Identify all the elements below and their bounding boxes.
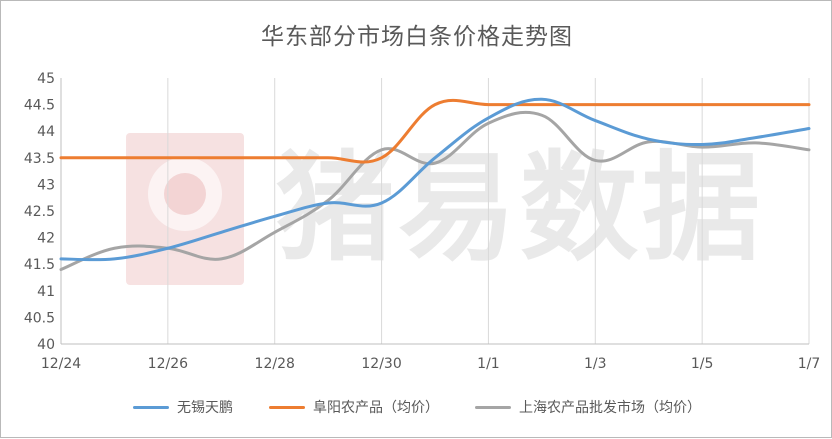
legend-swatch [133, 405, 169, 409]
y-tick-label: 43.5 [24, 151, 55, 167]
x-tick-label: 1/5 [691, 356, 714, 372]
legend-label: 无锡天鹏 [177, 400, 233, 416]
legend-swatch [269, 405, 305, 409]
series-lines [59, 97, 811, 272]
y-tick-label: 40.5 [24, 310, 55, 326]
chart-title: 华东部分市场白条价格走势图 [261, 24, 573, 50]
chart-legend: 无锡天鹏 阜阳农产品（均价） 上海农产品批发市场（均价） [1, 397, 832, 417]
y-tick-label: 42 [37, 231, 55, 247]
x-tick-label: 12/26 [148, 356, 188, 372]
y-tick-label: 42.5 [24, 204, 55, 220]
x-axis-ticks: 12/24 12/26 12/28 12/30 1/1 1/3 1/5 1/7 [41, 356, 820, 372]
legend-item-3: 上海农产品批发市场（均价） [475, 397, 701, 417]
x-tick-label: 12/24 [41, 356, 81, 372]
legend-label: 阜阳农产品（均价） [313, 400, 439, 416]
legend-label: 上海农产品批发市场（均价） [519, 400, 701, 416]
x-tick-label: 12/28 [255, 356, 295, 372]
x-tick-label: 1/7 [798, 356, 821, 372]
x-tick-label: 1/3 [584, 356, 607, 372]
y-tick-label: 40 [37, 337, 55, 353]
series-line-1 [59, 97, 811, 262]
series-line-2 [59, 98, 811, 164]
x-tick-label: 1/1 [477, 356, 500, 372]
legend-item-1: 无锡天鹏 [133, 397, 233, 417]
y-tick-label: 41 [37, 284, 55, 300]
y-tick-label: 44.5 [24, 98, 55, 114]
axes [60, 78, 809, 345]
legend-swatch [475, 405, 511, 409]
y-tick-label: 45 [37, 71, 55, 87]
y-axis-ticks: 40 40.5 41 41.5 42 42.5 43 43.5 44 44.5 45 [24, 71, 55, 353]
x-tick-label: 12/30 [361, 356, 401, 372]
y-tick-label: 41.5 [24, 257, 55, 273]
y-tick-label: 43 [37, 177, 55, 193]
grid-lines [60, 78, 810, 344]
y-tick-label: 44 [37, 124, 55, 140]
legend-item-2: 阜阳农产品（均价） [269, 397, 439, 417]
